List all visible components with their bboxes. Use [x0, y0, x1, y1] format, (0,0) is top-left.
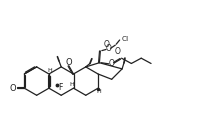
Text: Cl: Cl [122, 36, 129, 42]
Text: H: H [47, 68, 52, 73]
Text: F: F [58, 83, 62, 92]
Text: O: O [10, 84, 17, 93]
Text: H: H [97, 89, 101, 94]
Text: O: O [65, 58, 72, 67]
Text: O: O [109, 59, 115, 68]
Text: O: O [103, 40, 109, 49]
Text: O: O [115, 47, 121, 56]
Text: H: H [69, 82, 74, 87]
Text: O: O [105, 44, 111, 53]
